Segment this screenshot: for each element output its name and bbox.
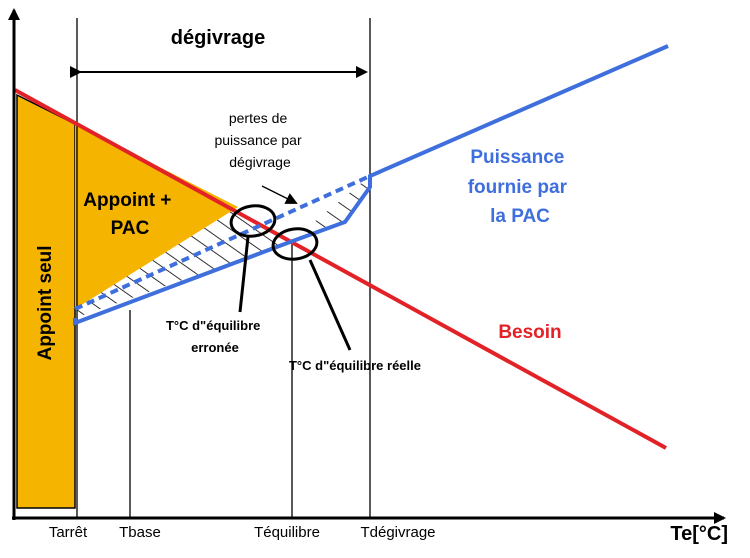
x-tick-tbase: Tbase [119,524,161,541]
balance-real-label: T°C d"équilibre réelle [289,358,421,373]
supplement-plus-hp-area [75,124,238,309]
x-axis-label: Te[°C] [670,523,728,545]
losses-line-1: pertes de [229,110,288,126]
hp-curve-real [73,44,669,326]
losses-label: pertes de puissance par dégivrage [214,110,305,170]
pointer-losses [261,185,298,204]
losses-line-3: dégivrage [229,154,291,170]
header-label: dégivrage [171,27,265,49]
balance-real-marker [271,227,319,261]
need-curve [14,88,667,450]
need-curve-label: Besoin [498,322,561,343]
pointer-wrong [238,236,250,313]
hp-label-line-3: la PAC [490,206,550,227]
balance-wrong-label: T°C d"équilibre erronée [166,318,264,355]
balance-wrong-line-1: T°C d"équilibre [166,318,260,333]
supplement-plus-hp-line-2: PAC [111,218,150,239]
supplement-only-label: Appoint seul [35,245,56,360]
x-tick-tequilibre: Téquilibre [254,524,320,541]
balance-wrong-marker [229,204,277,238]
hp-label-line-1: Puissance [470,147,564,168]
hp-curve-theoretical [74,174,371,311]
x-tick-tdegivrage: Tdégivrage [360,524,435,541]
hp-curve-label: Puissance fournie par la PAC [468,147,573,227]
x-tick-tarret: Tarrêt [49,524,88,541]
losses-line-2: puissance par [214,132,302,148]
supplement-plus-hp-label: Appoint + PAC [83,190,176,239]
defrost-loss-hatch-right [290,176,370,242]
hp-label-line-2: fournie par [468,177,568,198]
balance-wrong-line-2: erronée [191,340,239,355]
supplement-plus-hp-line-1: Appoint + [83,190,171,211]
pointer-real [308,259,352,351]
